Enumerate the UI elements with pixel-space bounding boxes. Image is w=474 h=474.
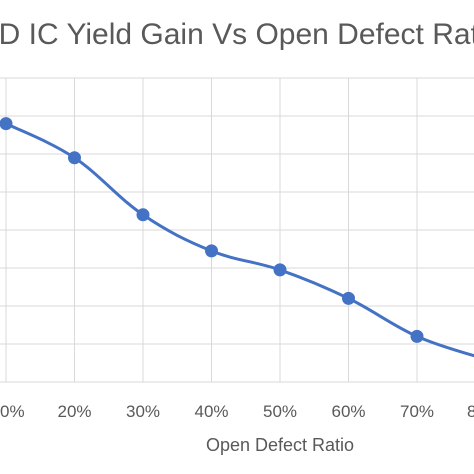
x-tick-label: 8 — [467, 402, 474, 421]
chart-title: 3D IC Yield Gain Vs Open Defect Ratio — [0, 18, 474, 51]
x-tick-label: 30% — [126, 402, 160, 421]
series-line — [5, 122, 474, 358]
x-tick-label: 70% — [400, 402, 434, 421]
data-point — [205, 244, 218, 258]
x-tick-label: 40% — [194, 402, 228, 421]
x-tick-label: 0% — [0, 402, 25, 421]
data-point — [273, 263, 287, 277]
data-point — [68, 151, 81, 165]
data-point — [136, 208, 150, 222]
x-tick-label: 20% — [57, 402, 91, 421]
x-tick-label: 60% — [331, 402, 365, 421]
data-point — [0, 117, 13, 131]
gridlines — [0, 77, 474, 383]
x-axis-title: Open Defect Ratio — [206, 435, 354, 455]
x-tick-label: 50% — [263, 402, 297, 421]
data-point — [410, 329, 424, 343]
series-layer — [0, 117, 474, 358]
x-tick-labels: 0% 20% 30% 40% 50% 60% 70% 8 — [0, 402, 474, 421]
data-point — [342, 291, 355, 305]
